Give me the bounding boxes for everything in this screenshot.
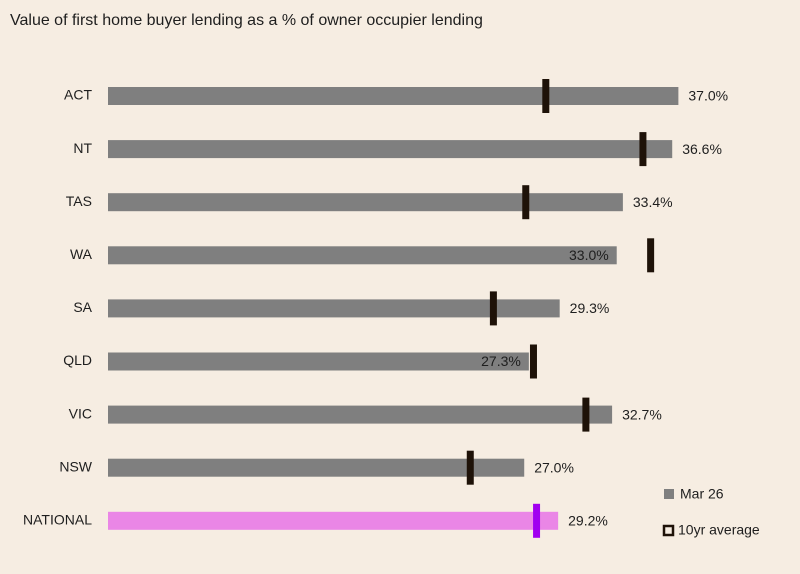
category-label: NT: [73, 140, 92, 156]
average-marker: [533, 503, 541, 538]
category-label: WA: [70, 246, 93, 262]
legend-label: Mar 26: [680, 486, 724, 502]
bar: [108, 87, 679, 105]
bar: [108, 246, 617, 265]
bar: [108, 352, 529, 371]
value-label: 33.0%: [569, 247, 609, 263]
value-label: 29.2%: [568, 513, 608, 529]
average-marker: [582, 397, 590, 432]
category-label: QLD: [63, 352, 92, 368]
legend-label: 10yr average: [678, 522, 760, 538]
average-marker: [529, 344, 537, 379]
average-marker: [639, 132, 647, 167]
value-label: 33.4%: [633, 194, 673, 210]
bar: [108, 140, 673, 159]
value-label: 37.0%: [688, 88, 728, 104]
chart-title: Value of first home buyer lending as a %…: [10, 12, 483, 29]
category-label: NSW: [59, 458, 92, 474]
category-label: ACT: [64, 87, 92, 103]
bar: [108, 458, 525, 477]
category-label: NATIONAL: [23, 512, 92, 528]
bar: [108, 193, 623, 212]
bar: [108, 511, 559, 530]
average-marker: [647, 238, 655, 273]
value-label: 29.3%: [570, 300, 610, 316]
value-label: 27.3%: [481, 353, 521, 369]
value-label: 32.7%: [622, 406, 662, 422]
category-label: VIC: [69, 405, 92, 421]
bar: [108, 299, 560, 318]
average-marker: [542, 79, 550, 113]
value-label: 27.0%: [534, 459, 574, 475]
average-marker: [522, 185, 530, 220]
bar: [108, 405, 613, 424]
legend-swatch: [664, 489, 674, 499]
value-label: 36.6%: [682, 141, 722, 157]
average-marker: [466, 450, 474, 485]
legend-swatch: [662, 524, 675, 537]
category-label: TAS: [66, 193, 92, 209]
category-label: SA: [73, 299, 92, 315]
average-marker: [489, 291, 497, 326]
